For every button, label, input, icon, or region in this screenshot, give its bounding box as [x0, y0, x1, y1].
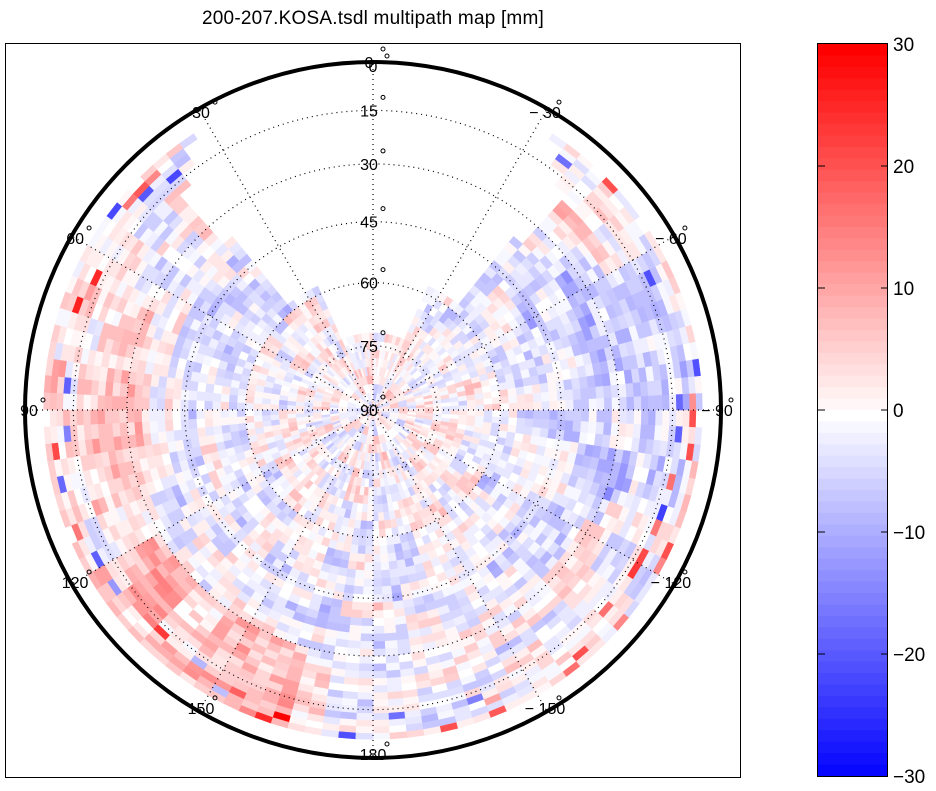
colorbar-level: [818, 89, 888, 102]
colorbar-level: [818, 421, 888, 434]
colorbar-level: [818, 169, 888, 182]
colorbar-level: [818, 764, 888, 777]
colorbar-level: [818, 707, 888, 720]
colorbar-tick-label: −30: [893, 767, 925, 788]
colorbar-level: [818, 558, 888, 571]
colorbar-level: [818, 444, 888, 457]
colorbar-level: [818, 615, 888, 628]
colorbar-level: [818, 398, 888, 411]
colorbar-level: [818, 547, 888, 560]
colorbar-level: [818, 146, 888, 159]
colorbar-level: [818, 261, 888, 274]
colorbar-level: [818, 627, 888, 640]
colorbar-level: [818, 272, 888, 285]
colorbar-level: [818, 741, 888, 754]
colorbar-level: [818, 192, 888, 205]
colorbar-level: [818, 329, 888, 342]
heatmap-cell: [550, 158, 569, 175]
colorbar-tick-label: 30: [893, 35, 914, 56]
colorbar-level: [818, 238, 888, 251]
colorbar-level: [818, 375, 888, 388]
colorbar-level: [818, 249, 888, 262]
colorbar-level: [818, 158, 888, 171]
colorbar-level: [818, 66, 888, 79]
colorbar-level: [818, 455, 888, 468]
colorbar-level: [818, 581, 888, 594]
colorbar-level: [818, 467, 888, 480]
colorbar-level: [818, 135, 888, 148]
colorbar-level: [818, 352, 888, 365]
heatmap-cell: [548, 133, 568, 150]
colorbar-level: [818, 112, 888, 125]
heatmap-cells: [43, 133, 703, 740]
axes-frame: [5, 43, 741, 778]
colorbar-level: [818, 181, 888, 194]
colorbar-level: [818, 638, 888, 651]
colorbar-level: [818, 524, 888, 537]
colorbar-level: [818, 753, 888, 766]
colorbar-level: [818, 432, 888, 445]
colorbar-level: [818, 512, 888, 525]
colorbar-tick-label: 10: [893, 279, 914, 300]
colorbar-level: [818, 124, 888, 137]
colorbar-level: [818, 410, 888, 423]
colorbar-level: [818, 593, 888, 606]
colorbar-level: [818, 684, 888, 697]
colorbar-level: [818, 730, 888, 743]
colorbar-level: [818, 673, 888, 686]
colorbar-level: [818, 227, 888, 240]
colorbar-levels: [818, 44, 888, 777]
colorbar-tick-label: −10: [893, 523, 925, 544]
colorbar-level: [818, 295, 888, 308]
colorbar-tick-label: −20: [893, 645, 925, 666]
colorbar-level: [818, 501, 888, 514]
colorbar-level: [818, 341, 888, 354]
colorbar-level: [818, 661, 888, 674]
colorbar-level: [818, 307, 888, 320]
colorbar-level: [818, 204, 888, 217]
colorbar-level: [818, 535, 888, 548]
colorbar-level: [818, 284, 888, 297]
colorbar-level: [818, 101, 888, 114]
colorbar-tick-label: 0: [893, 401, 904, 422]
colorbar-level: [818, 718, 888, 731]
colorbar-level: [818, 570, 888, 583]
colorbar-level: [818, 490, 888, 503]
colorbar-level: [818, 387, 888, 400]
colorbar-level: [818, 364, 888, 377]
colorbar-level: [818, 55, 888, 68]
chart-title: 200-207.KOSA.tsdl multipath map [mm]: [202, 8, 544, 29]
colorbar-level: [818, 650, 888, 663]
heatmap-cell: [554, 179, 572, 196]
colorbar-level: [818, 318, 888, 331]
colorbar-level: [818, 478, 888, 491]
colorbar-level: [818, 604, 888, 617]
colorbar-level: [818, 695, 888, 708]
colorbar-level: [818, 215, 888, 228]
colorbar-level: [818, 44, 888, 57]
colorbar-tick-label: 20: [893, 157, 914, 178]
colorbar-level: [818, 78, 888, 91]
